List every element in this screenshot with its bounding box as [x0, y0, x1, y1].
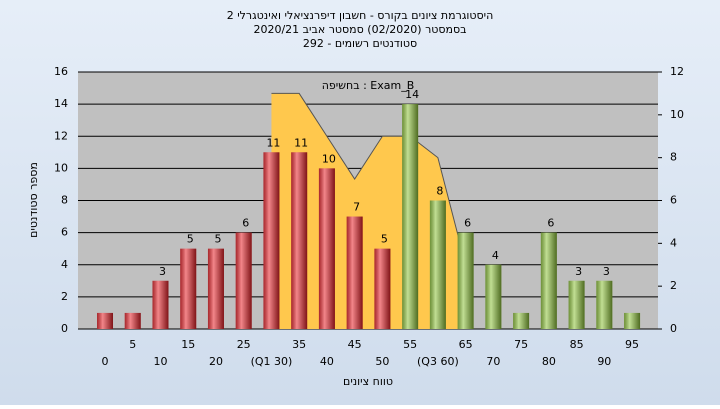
- x-tick-label: 25: [237, 338, 251, 351]
- y-tick-label: 10: [54, 161, 68, 174]
- x-tick-label: (Q1 30): [251, 355, 293, 368]
- value-label: 6: [464, 217, 471, 230]
- bar-shade: [180, 248, 197, 329]
- value-label: 8: [436, 185, 443, 198]
- value-label: 5: [381, 233, 388, 246]
- chart-title: בסמסטר (02/2020) סמסטר אביב 2020/21: [253, 23, 466, 36]
- x-tick-label: 0: [102, 355, 109, 368]
- bar-shade: [374, 248, 391, 329]
- value-label: 7: [353, 201, 360, 214]
- value-label: 3: [159, 265, 166, 278]
- bar-shade: [485, 264, 502, 329]
- x-tick-label: (Q3 60): [417, 355, 459, 368]
- value-label: 5: [187, 233, 194, 246]
- bar-shade: [346, 216, 363, 329]
- x-tick-label: 45: [348, 338, 362, 351]
- x-tick-label: 75: [514, 338, 528, 351]
- x-tick-label: 85: [570, 338, 584, 351]
- y2-tick-label: 10: [670, 108, 684, 121]
- y-tick-label: 16: [54, 65, 68, 78]
- value-label: 10: [322, 152, 336, 165]
- bar-shade: [97, 312, 113, 329]
- area-line: [271, 92, 467, 265]
- bar-shade: [624, 312, 641, 329]
- y2-tick-label: 0: [670, 322, 677, 335]
- y2-tick-label: 4: [670, 236, 677, 249]
- value-label: 11: [266, 136, 280, 149]
- y-axis-label: מספר סטודנטים: [27, 162, 40, 238]
- x-tick-label: 65: [459, 338, 473, 351]
- y-tick-label: 14: [54, 97, 68, 110]
- y-tick-label: 4: [61, 258, 68, 271]
- value-label: 3: [603, 265, 610, 278]
- value-label: 3: [575, 265, 582, 278]
- y-tick-label: 2: [61, 290, 68, 303]
- value-label: 14: [405, 88, 419, 101]
- value-label: 11: [294, 136, 308, 149]
- value-label: 6: [242, 217, 249, 230]
- bar-shade: [152, 280, 169, 329]
- bar-shade: [513, 312, 530, 329]
- bar-shade: [540, 232, 557, 329]
- x-tick-label: 55: [403, 338, 417, 351]
- x-tick-label: 95: [625, 338, 639, 351]
- bar-shade: [291, 152, 308, 329]
- chart-title: סטודנטים רשומים - 292: [303, 37, 417, 50]
- bar-shade: [568, 280, 585, 329]
- x-tick-label: 70: [486, 355, 500, 368]
- x-tick-label: 15: [181, 338, 195, 351]
- bar-shade: [596, 280, 613, 329]
- x-tick-label: 80: [542, 355, 556, 368]
- x-tick-label: 40: [320, 355, 334, 368]
- y-tick-label: 12: [54, 129, 68, 142]
- y2-tick-label: 12: [670, 65, 684, 78]
- bar-shade: [457, 232, 474, 329]
- x-tick-label: 20: [209, 355, 223, 368]
- chart-title: היסטוגרמת ציונים בקורס - חשבון דיפרנציאל…: [227, 9, 494, 22]
- bar-shade: [263, 152, 280, 329]
- value-label: 5: [214, 233, 221, 246]
- x-axis-label: טווח ציונים: [343, 375, 393, 388]
- y-tick-label: 6: [61, 226, 68, 239]
- y-tick-label: 8: [61, 194, 68, 207]
- bar-shade: [429, 200, 446, 329]
- x-tick-label: 10: [153, 355, 167, 368]
- y2-tick-label: 2: [670, 279, 677, 292]
- y2-tick-label: 6: [670, 194, 677, 207]
- bar-shade: [207, 248, 224, 329]
- legend-entry: Exam_B : בחשיפה: [322, 79, 415, 92]
- bar-shade: [124, 312, 141, 329]
- x-tick-label: 50: [375, 355, 389, 368]
- bar-shade: [235, 232, 252, 329]
- x-tick-label: 35: [292, 338, 306, 351]
- value-label: 6: [547, 217, 554, 230]
- x-tick-label: 90: [597, 355, 611, 368]
- bar-shade: [402, 104, 419, 329]
- value-label: 4: [492, 249, 499, 262]
- y-tick-label: 0: [61, 322, 68, 335]
- y2-tick-label: 8: [670, 151, 677, 164]
- x-tick-label: 5: [129, 338, 136, 351]
- bar-shade: [318, 168, 335, 329]
